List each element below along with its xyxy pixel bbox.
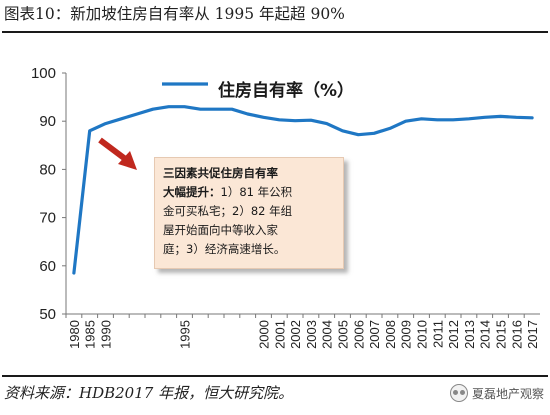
source-note: 资料来源：HDB2017 年报，恒大研究院。 [4,384,294,402]
annotation-line-2: 大幅提升：1）81 年公积 [163,183,335,202]
x-tick-label: 2017 [525,320,540,349]
x-tick-label: 2001 [272,320,287,349]
annotation-line-2-rest: 1）81 年公积 [220,185,293,199]
series-layer [72,105,534,275]
y-tick-label: 60 [39,258,56,275]
annotation-line-4: 屋开始面向中等收入家 [163,223,278,237]
x-tick-label: 2013 [462,320,477,349]
x-tick-label: 2015 [494,320,509,349]
x-tick-label: 2006 [351,320,366,349]
x-tick-label: 2005 [336,320,351,349]
legend-label: 住房自有率（%） [218,81,355,101]
x-tick-label: 2016 [509,320,524,349]
x-tick-label: 2004 [320,320,335,349]
bottom-rule [2,375,548,377]
arrow-head [118,151,137,170]
watermark: 夏磊地产观察 [449,384,544,402]
x-tick-label: 2012 [446,320,461,349]
y-tick-label: 80 [39,161,56,178]
y-tick-label: 90 [39,113,56,130]
x-tick-label: 2009 [399,320,414,349]
arrow-shaft [98,137,130,164]
x-tick-label: 2000 [257,320,272,349]
x-tick-label: 2010 [415,320,430,349]
x-tick-label: 2002 [288,320,303,349]
y-tick-label: 70 [39,210,56,227]
x-tick-label: 1995 [178,320,193,349]
y-tick-label: 100 [31,65,56,82]
x-tick-label: 1980 [67,320,82,349]
series-line [72,105,534,275]
watermark-text: 夏磊地产观察 [471,386,544,401]
chart-axes [62,72,540,318]
x-tick-label: 2014 [478,320,493,349]
top-rule [2,31,548,33]
x-tick-label: 1990 [99,320,114,349]
figure-title: 图表10：新加坡住房自有率从 1995 年起超 90% [4,5,345,23]
annotation-line-1: 三因素共促住房自有率 [163,166,278,180]
x-tick-label: 2003 [304,320,319,349]
annotation-line-3: 金可买私宅；2）82 年组 [163,204,293,218]
annotation-line-2-bold: 大幅提升： [163,185,221,199]
x-tick-label: 2011 [430,320,445,348]
y-tick-label: 50 [39,306,56,323]
annotation-line-5: 庭；3）经济高速增长。 [163,242,286,256]
annotation-box: 三因素共促住房自有率 大幅提升：1）81 年公积 金可买私宅；2）82 年组 屋… [154,157,344,269]
x-tick-label: 2008 [383,320,398,349]
wechat-icon [449,384,468,402]
x-tick-label: 2007 [367,320,382,349]
x-tick-label: 1985 [83,320,98,349]
annotation-arrow [98,137,137,170]
